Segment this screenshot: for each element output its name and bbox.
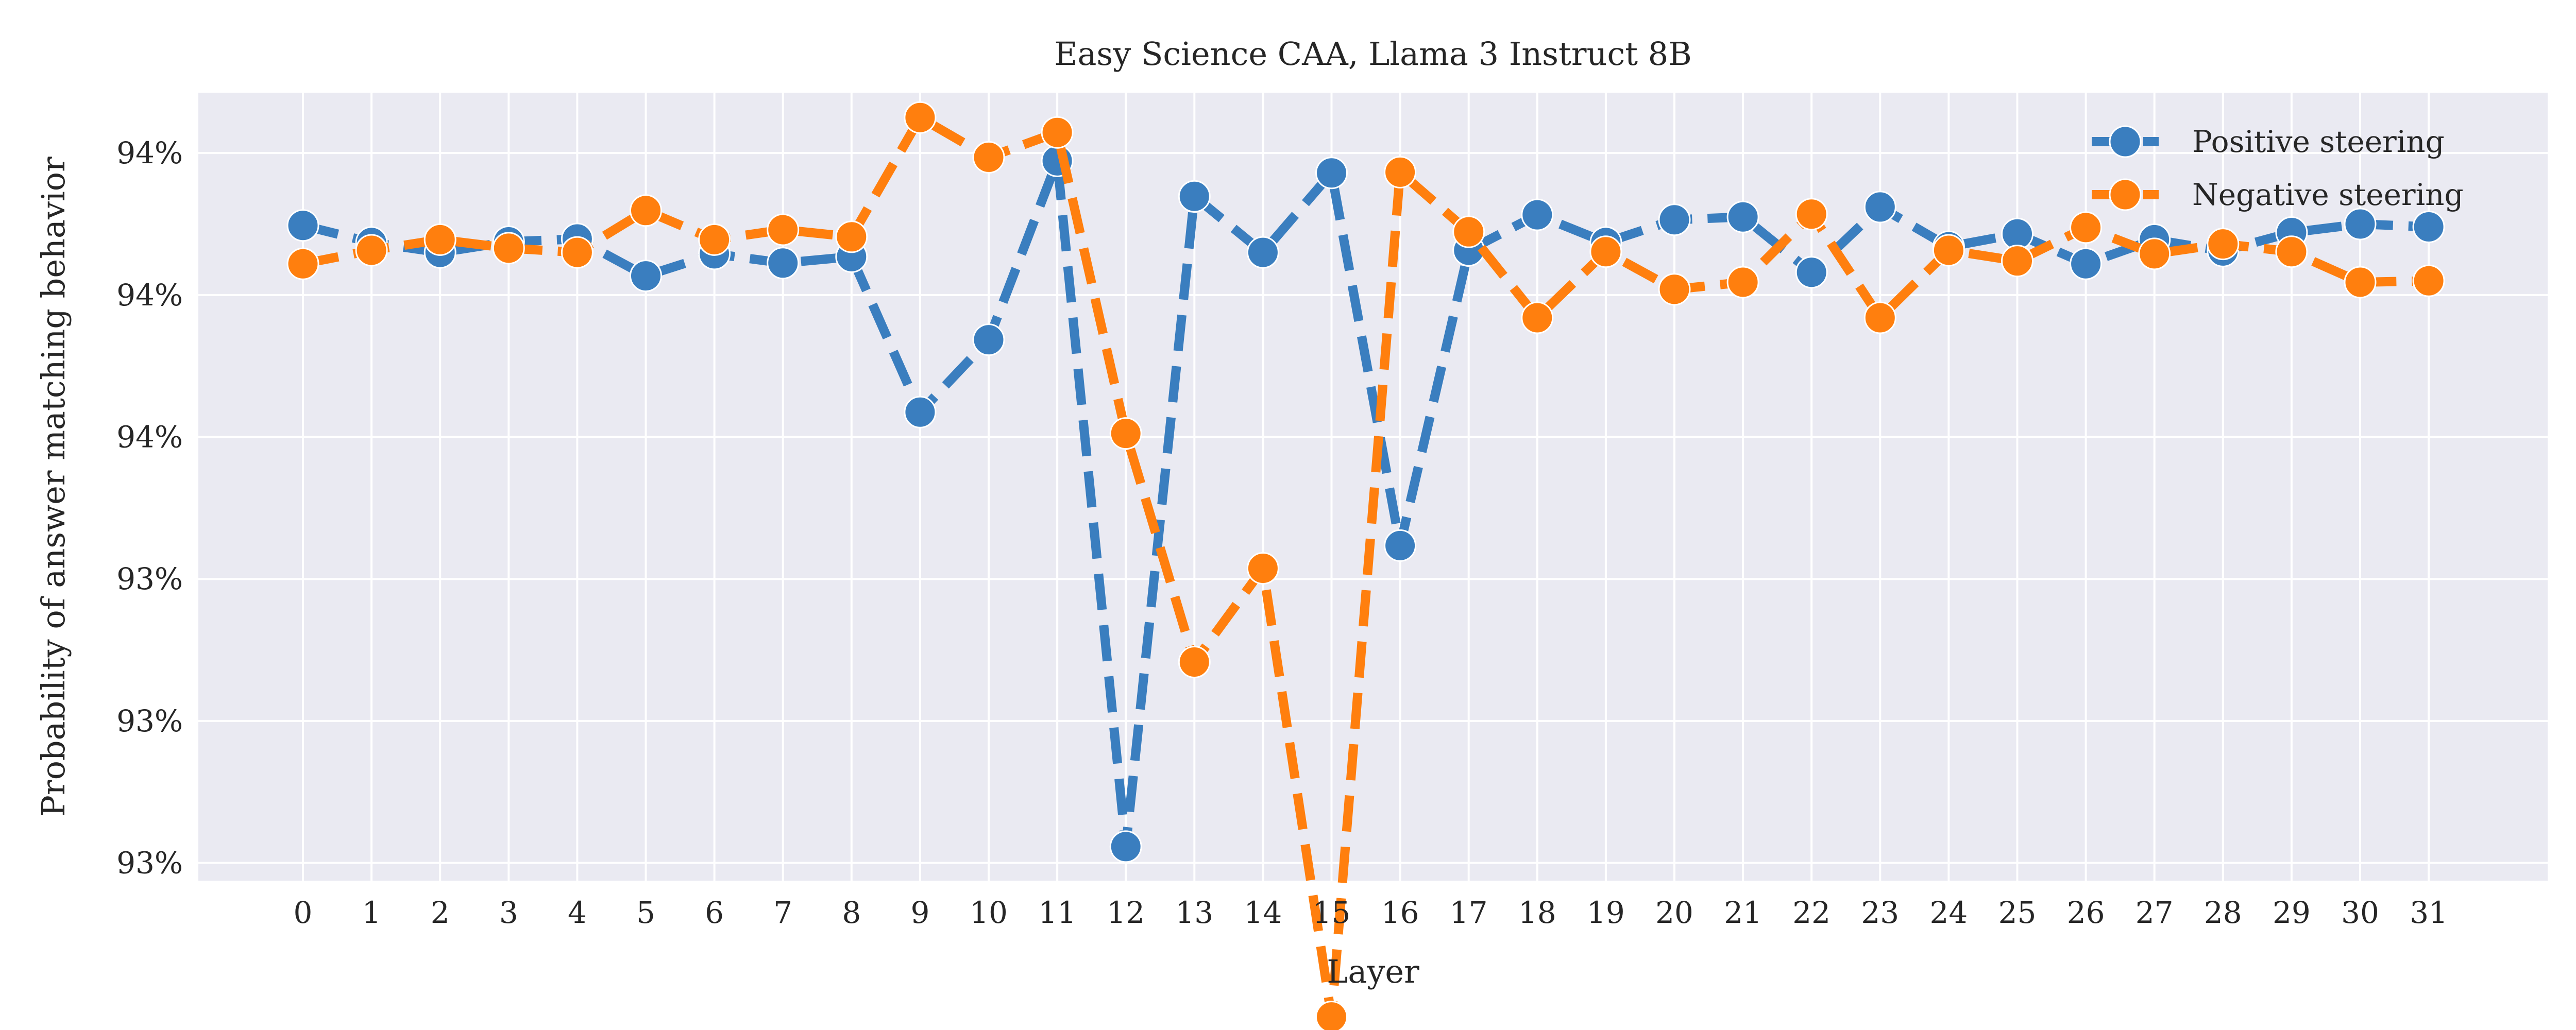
x-tick-label: 30 [2341,895,2379,930]
series-2-point [630,194,662,227]
series-2-point [1178,645,1211,678]
x-tick-label: 19 [1587,895,1625,930]
series-1-point [2412,211,2445,244]
series-1-point [630,260,662,293]
series-2-point [1932,234,1965,267]
x-tick-label: 22 [1792,895,1831,930]
series-layer [286,101,2445,1030]
series-1-point [1109,830,1142,863]
x-tick-label: 31 [2410,895,2448,930]
series-2-point [2001,245,2033,278]
series-1-point [1246,236,1279,269]
series-1-point [1658,203,1691,236]
series-2-point [2344,266,2377,299]
x-tick-label: 9 [910,895,929,930]
y-tick-label: 93% [116,561,183,596]
series-1-point [972,323,1005,356]
y-axis-label: Probability of answer matching behavior [35,157,72,817]
series-1-point [767,247,800,280]
x-tick-label: 20 [1655,895,1693,930]
ticks: 93%93%93%94%94%94%0 1 2 3 4 5 6 7 8 9 10 11 12 13 14 15… [116,135,2448,930]
series-2-point [561,236,594,269]
series-1-point [286,209,319,242]
x-tick-label: 18 [1518,895,1556,930]
series-2-point [1109,417,1142,450]
series-1-point [2070,247,2103,280]
series-2-point [2207,228,2240,261]
x-tick-label: 27 [2136,895,2174,930]
x-tick-label: 4 [568,895,587,930]
x-tick-label: 26 [2067,895,2105,930]
series-1-point [2344,208,2377,241]
series-2-point [1452,215,1485,248]
series-2-point [1315,1001,1348,1030]
x-tick-label: 23 [1861,895,1899,930]
legend-marker [2109,178,2142,211]
series-2-point [286,247,319,280]
y-tick-label: 93% [116,846,183,881]
series-2-point [423,223,456,256]
series-2-point [1863,301,1896,334]
x-tick-label: 13 [1175,895,1213,930]
x-tick-label: 14 [1244,895,1282,930]
series-1-point [904,396,937,428]
series-2-point [355,234,388,267]
series-2-point [904,101,937,134]
series-2-point [698,223,731,256]
series-2-point [1521,301,1554,334]
x-tick-label: 28 [2204,895,2242,930]
series-2-point [2070,211,2103,244]
series-2-point [767,213,800,246]
x-tick-label: 11 [1038,895,1076,930]
x-tick-label: 2 [431,895,450,930]
series-2-point [1589,235,1622,268]
x-tick-label: 3 [499,895,518,930]
series-2-point [1246,552,1279,585]
series-2-point [1795,198,1828,231]
series-2-point [1726,266,1759,299]
x-tick-label: 25 [1998,895,2037,930]
x-tick-label: 5 [636,895,655,930]
series-2-point [492,232,525,265]
y-tick-label: 93% [116,703,183,739]
series-2-point [835,220,868,253]
series-1-point [1795,256,1828,289]
x-tick-label: 10 [970,895,1008,930]
legend-label: Negative steering [2192,177,2464,212]
series-1-point [1384,529,1417,562]
x-tick-label: 6 [705,895,724,930]
x-tick-label: 21 [1724,895,1762,930]
y-tick-label: 94% [116,135,183,170]
y-tick-label: 94% [116,420,183,455]
x-tick-label: 17 [1450,895,1488,930]
x-tick-label: 15 [1313,895,1351,930]
chart-title: Easy Science CAA, Llama 3 Instruct 8B [1054,35,1692,73]
series-1-point [1521,198,1554,231]
x-tick-label: 0 [294,895,313,930]
x-tick-label: 1 [362,895,381,930]
legend: Positive steering Negative steering [2092,124,2464,212]
x-tick-label: 29 [2273,895,2311,930]
series-2-point [2412,264,2445,297]
legend-label: Positive steering [2192,124,2445,159]
x-tick-label: 24 [1929,895,1968,930]
series-2-point [2138,237,2171,270]
series-2-point [1041,116,1074,149]
x-tick-label: 8 [842,895,861,930]
series-2-point [1384,156,1417,188]
series-2-point [2275,235,2308,268]
x-tick-label: 16 [1381,895,1419,930]
x-tick-label: 12 [1107,895,1145,930]
series-1-point [1726,200,1759,233]
series-2-point [972,141,1005,174]
series-1-point [1178,180,1211,213]
legend-marker [2109,125,2142,158]
x-axis-label: Layer [1327,953,1419,990]
y-tick-label: 94% [116,278,183,313]
series-1-point [1863,191,1896,224]
series-2-point [1658,273,1691,306]
x-tick-label: 7 [773,895,792,930]
series-1-point [1315,157,1348,190]
